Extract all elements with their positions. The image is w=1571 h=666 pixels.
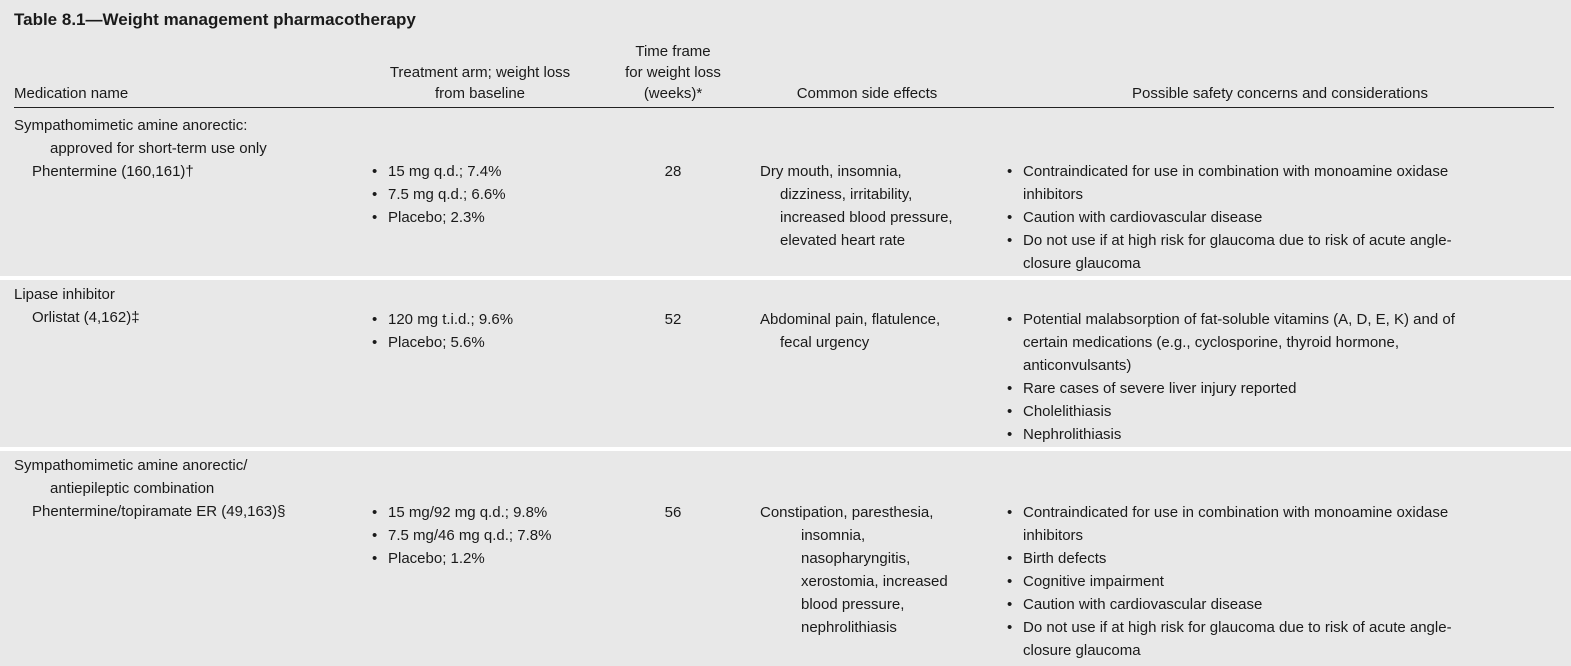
row3-arm-1: 15 mg/92 mg q.d.; 9.8% [370, 501, 551, 524]
row3-safety-item: Cognitive impairment [1005, 570, 1452, 593]
row3-safety-1-line1: Contraindicated for use in combination w… [1023, 504, 1449, 521]
row1-side-effects-line2: dizziness, irritability, [780, 186, 913, 203]
row2-side-effects: Abdominal pain, flatulence, fecal urgenc… [760, 308, 940, 354]
row1-weeks: 28 [664, 163, 682, 180]
row3-side-effects-line2: insomnia, [801, 527, 866, 544]
header-time-line3: (weeks)* [643, 85, 703, 102]
row3-safety-5-line1: Do not use if at high risk for glaucoma … [1023, 619, 1452, 636]
row1-category-line1: Sympathomimetic amine anorectic: [14, 117, 248, 134]
row3-safety-item: Do not use if at high risk for glaucoma … [1005, 616, 1452, 662]
row3-safety-item: Caution with cardiovascular disease [1005, 593, 1452, 616]
row3-safety-3-line1: Cognitive impairment [1023, 573, 1164, 590]
header-safety: Possible safety concerns and considerati… [1131, 85, 1428, 102]
header-side-effects: Common side effects [796, 85, 938, 102]
row1-safety-item: Do not use if at high risk for glaucoma … [1005, 229, 1452, 275]
row3-side-effects: Constipation, paresthesia, insomnia, nas… [760, 501, 948, 639]
row3-safety: Contraindicated for use in combination w… [1005, 501, 1452, 662]
row2-safety-item: Potential malabsorption of fat-soluble v… [1005, 308, 1455, 377]
header-treatment-line2: from baseline [434, 85, 526, 102]
row3-safety-5-line2: closure glaucoma [1023, 642, 1141, 659]
row2-safety-item: Rare cases of severe liver injury report… [1005, 377, 1455, 400]
row2-category-line1: Lipase inhibitor [14, 286, 115, 303]
header-medication-name: Medication name [14, 85, 129, 102]
row3-side-effects-line5: blood pressure, [801, 596, 905, 613]
row1-medication: Sympathomimetic amine anorectic: approve… [14, 114, 267, 183]
header-treatment-arm: Treatment arm; weight loss from baseline [360, 62, 600, 104]
row1-side-effects: Dry mouth, insomnia, dizziness, irritabi… [760, 160, 953, 252]
row3-medication: Sympathomimetic amine anorectic/ antiepi… [14, 454, 285, 523]
row2-safety-3-line1: Cholelithiasis [1023, 403, 1112, 420]
row2-safety: Potential malabsorption of fat-soluble v… [1005, 308, 1455, 446]
header-rule [14, 107, 1554, 108]
row3-safety-4-line1: Caution with cardiovascular disease [1023, 596, 1263, 613]
row2-treatment-arms: 120 mg t.i.d.; 9.6% Placebo; 5.6% [370, 308, 513, 354]
row2-arm-1: 120 mg t.i.d.; 9.6% [370, 308, 513, 331]
row3-category-line2: antiepileptic combination [50, 480, 215, 497]
row3-safety-item: Birth defects [1005, 547, 1452, 570]
header-treatment-line1: Treatment arm; weight loss [389, 64, 571, 81]
row3-safety-item: Contraindicated for use in combination w… [1005, 501, 1452, 547]
row2-safety-4-line1: Nephrolithiasis [1023, 426, 1122, 443]
row1-arm-1: 15 mg q.d.; 7.4% [370, 160, 506, 183]
row2-side-effects-line2: fecal urgency [780, 334, 870, 351]
row2-arm-2: Placebo; 5.6% [370, 331, 513, 354]
row1-safety-3-line2: closure glaucoma [1023, 255, 1141, 272]
row2-safety-1-line2: certain medications (e.g., cyclosporine,… [1023, 334, 1400, 351]
row2-safety-1-line1: Potential malabsorption of fat-soluble v… [1023, 311, 1455, 328]
row1-safety-2-line1: Caution with cardiovascular disease [1023, 209, 1263, 226]
row1-safety-3-line1: Do not use if at high risk for glaucoma … [1023, 232, 1452, 249]
row2-safety-2-line1: Rare cases of severe liver injury report… [1023, 380, 1297, 397]
row1-category-line2: approved for short-term use only [50, 140, 267, 157]
row1-safety: Contraindicated for use in combination w… [1005, 160, 1452, 275]
row3-side-effects-line3: nasopharyngitis, [801, 550, 911, 567]
header-time-frame: Time frame for weight loss (weeks)* [598, 41, 748, 104]
row3-arm-3: Placebo; 1.2% [370, 547, 551, 570]
row-separator [0, 447, 1571, 451]
row1-arm-3: Placebo; 2.3% [370, 206, 506, 229]
row1-safety-1-line1: Contraindicated for use in combination w… [1023, 163, 1449, 180]
row3-side-effects-line4: xerostomia, increased [801, 573, 948, 590]
row1-side-effects-line4: elevated heart rate [780, 232, 906, 249]
table-title: Table 8.1—Weight management pharmacother… [14, 10, 416, 29]
row3-safety-1-line2: inhibitors [1023, 527, 1084, 544]
row2-safety-1-line3: anticonvulsants) [1023, 357, 1132, 374]
header-time-line2: for weight loss [625, 64, 721, 81]
row1-safety-item: Contraindicated for use in combination w… [1005, 160, 1452, 206]
row3-treatment-arms: 15 mg/92 mg q.d.; 9.8% 7.5 mg/46 mg q.d.… [370, 501, 551, 570]
row3-arm-2: 7.5 mg/46 mg q.d.; 7.8% [370, 524, 551, 547]
row-separator [0, 276, 1571, 280]
header-time-line1: Time frame [635, 43, 711, 60]
row1-side-effects-line1: Dry mouth, insomnia, [760, 163, 902, 180]
row1-safety-1-line2: inhibitors [1023, 186, 1084, 203]
row2-drug-name: Orlistat (4,162)‡ [32, 309, 140, 326]
row2-medication: Lipase inhibitor Orlistat (4,162)‡ [14, 283, 140, 329]
row1-side-effects-line3: increased blood pressure, [780, 209, 953, 226]
row1-safety-item: Caution with cardiovascular disease [1005, 206, 1452, 229]
row1-drug-name: Phentermine (160,161)† [32, 163, 194, 180]
row2-side-effects-line1: Abdominal pain, flatulence, [760, 311, 941, 328]
row3-side-effects-line6: nephrolithiasis [801, 619, 897, 636]
row2-safety-item: Nephrolithiasis [1005, 423, 1455, 446]
row3-weeks: 56 [664, 504, 682, 521]
row2-safety-item: Cholelithiasis [1005, 400, 1455, 423]
row1-treatment-arms: 15 mg q.d.; 7.4% 7.5 mg q.d.; 6.6% Place… [370, 160, 506, 229]
row3-category-line1: Sympathomimetic amine anorectic/ [14, 457, 248, 474]
row3-drug-name: Phentermine/topiramate ER (49,163)§ [32, 503, 286, 520]
row1-arm-2: 7.5 mg q.d.; 6.6% [370, 183, 506, 206]
row2-weeks: 52 [664, 311, 682, 328]
row3-side-effects-line1: Constipation, paresthesia, [760, 504, 934, 521]
row3-safety-2-line1: Birth defects [1023, 550, 1107, 567]
